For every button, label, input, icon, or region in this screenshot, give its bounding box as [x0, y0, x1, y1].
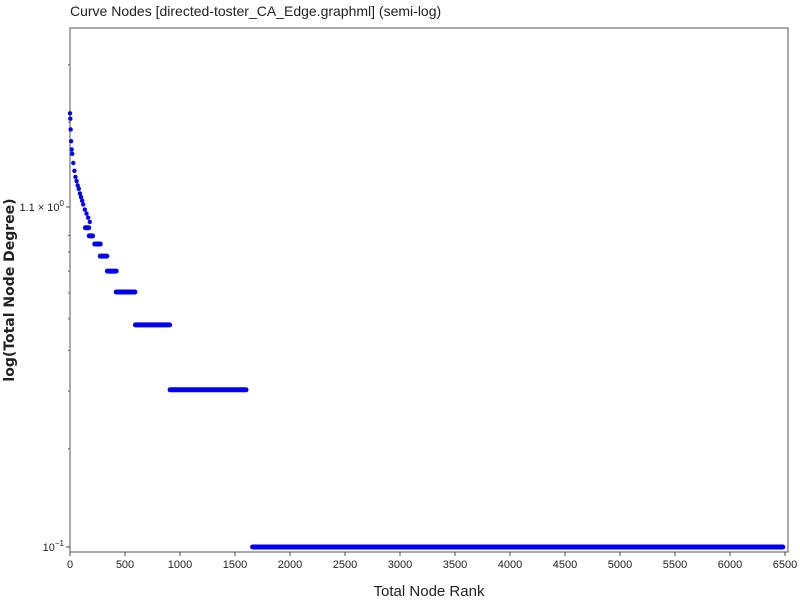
x-tick-label: 1500 [223, 559, 247, 571]
chart-title: Curve Nodes [directed-toster_CA_Edge.gra… [70, 3, 441, 19]
x-tick-label: 2000 [278, 559, 302, 571]
data-marks [67, 111, 786, 550]
data-point-11 [76, 186, 82, 192]
data-point-8 [73, 174, 78, 180]
data-point-18 [85, 215, 91, 220]
data-point-14 [79, 198, 85, 203]
data-point-7 [72, 168, 77, 173]
data-point-1 [68, 116, 73, 121]
data-point-17 [84, 211, 89, 216]
data-point-3 [68, 138, 74, 144]
plot-area [69, 27, 789, 553]
data-point-0 [67, 111, 73, 116]
data-point-13 [78, 194, 84, 200]
x-axis-label: Total Node Rank [374, 583, 485, 600]
y-axis-label: log(Total Node Degree) [2, 198, 18, 381]
data-point-15 [81, 202, 86, 207]
x-tick-label: 5500 [663, 559, 687, 571]
y-tick-label: 10−1 [43, 539, 65, 554]
x-tick-label: 0 [67, 559, 73, 571]
y-tick-label: 1.1 × 100 [19, 199, 64, 214]
data-point-10 [75, 183, 80, 188]
x-tick-label: 3000 [388, 559, 412, 571]
x-tick-label: 4500 [553, 559, 577, 571]
x-axis: 0 500 1000 1500 2000 2500 3000 3500 4000 4500 5000… [67, 552, 797, 571]
x-tick-label: 4000 [498, 559, 522, 571]
data-point-9 [74, 178, 79, 184]
x-tick-label: 2500 [333, 559, 357, 571]
data-point-16 [82, 207, 88, 212]
data-point-2 [68, 127, 73, 132]
data-point-19 [87, 219, 93, 225]
x-tick-label: 1000 [168, 559, 192, 571]
x-tick-label: 500 [116, 559, 134, 571]
x-tick-label: 6500 [773, 559, 797, 571]
data-point-5 [70, 151, 75, 157]
x-tick-label: 3500 [443, 559, 467, 571]
data-point-12 [77, 191, 83, 196]
y-axis: 10−1 1.1 × 100 [19, 64, 70, 554]
x-tick-label: 6000 [718, 559, 742, 571]
data-point-4 [69, 147, 74, 152]
data-point-6 [71, 160, 76, 166]
x-tick-label: 5000 [608, 559, 632, 571]
